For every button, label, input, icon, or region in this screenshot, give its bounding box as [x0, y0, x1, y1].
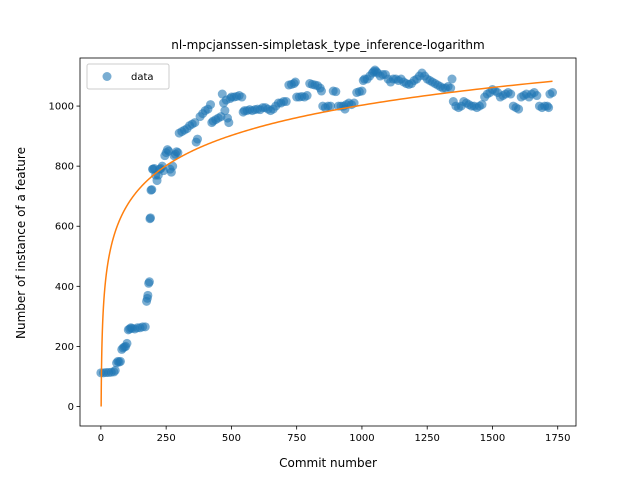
- data-point: [145, 213, 155, 223]
- legend-marker-data: [102, 72, 112, 81]
- data-point: [147, 185, 157, 195]
- x-tick-label: 0: [98, 433, 104, 444]
- data-point: [447, 74, 457, 84]
- data-point: [192, 134, 202, 144]
- data-point: [349, 98, 359, 108]
- data-point: [506, 89, 516, 99]
- legend: data: [86, 63, 170, 90]
- y-axis-label: Number of instance of a feature: [14, 147, 28, 339]
- plot-area: 0 250 500 750 1000 1250 1500 1750 0 200 400 600 800 1…: [49, 57, 577, 444]
- data-point: [357, 86, 367, 96]
- x-tick-label: 1500: [480, 433, 505, 444]
- data-point: [532, 91, 542, 101]
- data-point: [290, 77, 300, 87]
- data-point: [548, 88, 558, 98]
- data-point: [140, 322, 150, 332]
- data-point: [168, 161, 178, 171]
- data-point: [144, 277, 154, 287]
- data-point: [110, 365, 120, 375]
- chart-title: nl-mpcjanssen-simpletask_type_inference-…: [171, 38, 484, 52]
- y-tick-label: 200: [55, 342, 74, 353]
- x-tick-label: 500: [222, 433, 241, 444]
- legend-box: [86, 63, 170, 90]
- data-point: [122, 338, 132, 348]
- data-point: [115, 356, 125, 366]
- x-tick-label: 1250: [414, 433, 439, 444]
- y-tick-label: 600: [55, 222, 74, 233]
- x-tick-label: 1750: [545, 433, 570, 444]
- x-tick-label: 250: [157, 433, 176, 444]
- data-point: [331, 87, 341, 97]
- y-tick-label: 800: [55, 162, 74, 173]
- data-point: [514, 104, 524, 114]
- y-tick-label: 400: [55, 282, 74, 293]
- data-point: [237, 92, 247, 102]
- axes-frame: [79, 57, 577, 427]
- data-point: [281, 97, 291, 107]
- x-tick-label: 750: [287, 433, 306, 444]
- data-point: [326, 101, 336, 111]
- data-series: [96, 65, 558, 378]
- x-tick-label: 1000: [349, 433, 374, 444]
- data-point: [302, 91, 312, 101]
- data-point: [446, 83, 456, 93]
- data-point: [477, 100, 487, 110]
- data-point: [143, 290, 153, 300]
- x-axis-label: Commit number: [279, 456, 377, 470]
- y-tick-label: 1000: [49, 102, 74, 113]
- data-point: [316, 86, 326, 96]
- data-point: [220, 106, 230, 116]
- data-point: [544, 103, 554, 113]
- fit-line: [100, 80, 553, 407]
- data-point: [224, 118, 234, 128]
- data-point: [173, 148, 183, 158]
- data-point: [206, 100, 216, 110]
- legend-label-data: data: [131, 72, 154, 83]
- data-point: [190, 118, 200, 128]
- y-tick-label: 0: [68, 402, 74, 413]
